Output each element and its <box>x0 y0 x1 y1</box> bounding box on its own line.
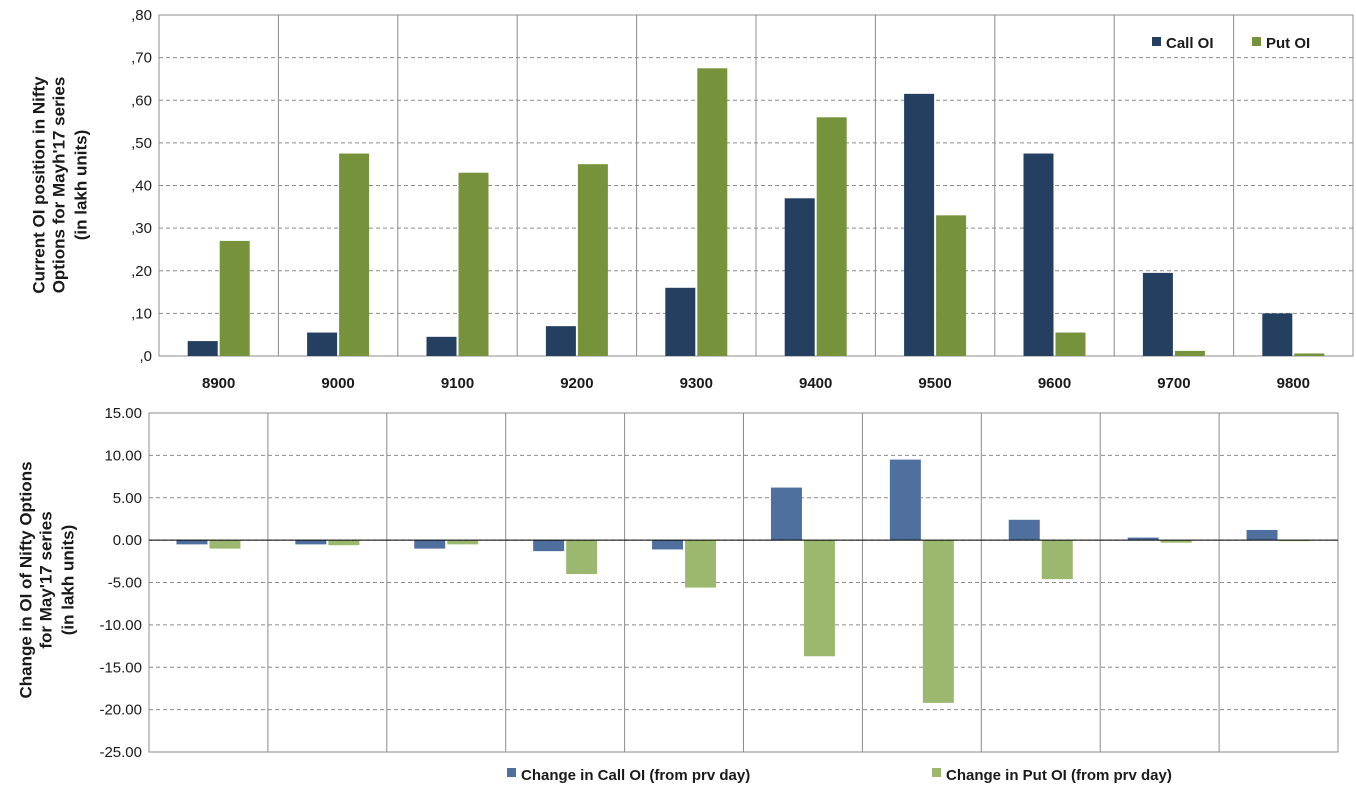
put-bar-8900 <box>219 240 250 356</box>
y-tick-label: ,60 <box>131 92 152 109</box>
call-bar-9600 <box>1023 153 1054 356</box>
y-tick-label: ,80 <box>131 7 152 24</box>
put-bar-9500 <box>922 540 954 703</box>
put-bar-9100 <box>447 540 479 545</box>
put-bar-9500 <box>936 215 967 356</box>
put-bar-9600 <box>1055 332 1086 356</box>
y-axis-label: Options for Mayh'17 series <box>49 77 68 294</box>
put-bar-9000 <box>328 540 360 546</box>
call-bar-9400 <box>770 487 802 541</box>
legend-label: Call OI <box>1166 35 1214 52</box>
x-tick-label: 9400 <box>799 375 832 392</box>
call-bar-9800 <box>1262 313 1293 356</box>
legend-label: Change in Put OI (from prv day) <box>946 767 1172 784</box>
y-tick-label: -10.00 <box>99 617 142 634</box>
y-axis-label: for May'17 series <box>36 511 55 648</box>
call-bar-9300 <box>652 540 684 550</box>
x-tick-label: 9000 <box>321 375 354 392</box>
call-bar-8900 <box>187 341 218 356</box>
current-oi-chart: ,0 ,10 ,20 ,30 ,40 ,50 ,60 ,70 ,80 8900 9000 9100 92… <box>29 7 1354 392</box>
call-bar-9800 <box>1246 529 1278 541</box>
x-tick-label: 9700 <box>1157 375 1190 392</box>
x-tick-label: 9600 <box>1038 375 1071 392</box>
call-bar-9700 <box>1142 272 1173 356</box>
y-axis-label: Current OI position in Nifty <box>29 76 48 294</box>
call-bar-9500 <box>904 93 935 356</box>
put-bar-9200 <box>577 164 608 356</box>
call-bar-9200 <box>545 326 576 356</box>
put-bar-9200 <box>566 540 598 575</box>
call-bar-9000 <box>307 332 338 356</box>
put-bar-9000 <box>339 153 370 356</box>
x-tick-label: 9800 <box>1277 375 1310 392</box>
y-tick-label: ,30 <box>131 220 152 237</box>
put-bar-9300 <box>697 68 728 356</box>
call-bar-8900 <box>176 540 208 545</box>
y-tick-label: 5.00 <box>113 490 142 507</box>
y-axis-label: (in lakh units) <box>58 525 77 636</box>
y-tick-label: 15.00 <box>104 405 142 422</box>
x-tick-label: 8900 <box>202 375 235 392</box>
y-tick-label: ,50 <box>131 135 152 152</box>
call-bar-9600 <box>1008 519 1040 541</box>
put-bar-9700 <box>1174 350 1205 356</box>
change-oi-chart: -25.00 -20.00 -15.00 -10.00 -5.00 0.00 5.00 10.… <box>16 405 1339 784</box>
y-tick-label: ,0 <box>139 348 152 365</box>
x-tick-label: 9300 <box>680 375 713 392</box>
x-tick-label: 9100 <box>441 375 474 392</box>
legend-swatch <box>507 768 516 777</box>
call-bar-9100 <box>414 540 446 549</box>
y-tick-label: 0.00 <box>113 532 142 549</box>
call-bar-9400 <box>784 198 815 356</box>
y-tick-label: ,20 <box>131 263 152 280</box>
put-bar-9400 <box>803 540 835 657</box>
call-bar-9200 <box>533 540 565 552</box>
legend-swatch <box>1152 37 1161 46</box>
legend-label: Change in Call OI (from prv day) <box>521 767 750 784</box>
y-tick-label: -25.00 <box>99 744 142 761</box>
y-tick-label: 10.00 <box>104 447 142 464</box>
call-bar-9100 <box>426 336 457 356</box>
put-bar-9600 <box>1041 540 1073 580</box>
legend-swatch <box>932 768 941 777</box>
y-tick-label: -5.00 <box>108 575 142 592</box>
y-tick-label: -20.00 <box>99 702 142 719</box>
y-axis-label: (in lakh units) <box>71 130 90 241</box>
y-tick-label: ,70 <box>131 50 152 67</box>
x-tick-label: 9500 <box>918 375 951 392</box>
put-bar-9800 <box>1294 353 1325 356</box>
y-tick-label: ,10 <box>131 305 152 322</box>
y-tick-label: -15.00 <box>99 659 142 676</box>
call-bar-9000 <box>295 540 327 545</box>
legend-swatch <box>1252 37 1261 46</box>
y-axis-label: Change in OI of Nifty Options <box>16 461 35 698</box>
call-bar-9300 <box>665 287 696 356</box>
put-bar-9300 <box>685 540 717 588</box>
put-bar-8900 <box>209 540 241 549</box>
put-bar-9700 <box>1160 540 1192 543</box>
call-bar-9700 <box>1127 537 1159 541</box>
x-tick-label: 9200 <box>560 375 593 392</box>
y-tick-label: ,40 <box>131 178 152 195</box>
call-bar-9500 <box>889 459 921 541</box>
legend-label: Put OI <box>1266 35 1310 52</box>
put-bar-9100 <box>458 172 489 356</box>
put-bar-9400 <box>816 117 847 356</box>
